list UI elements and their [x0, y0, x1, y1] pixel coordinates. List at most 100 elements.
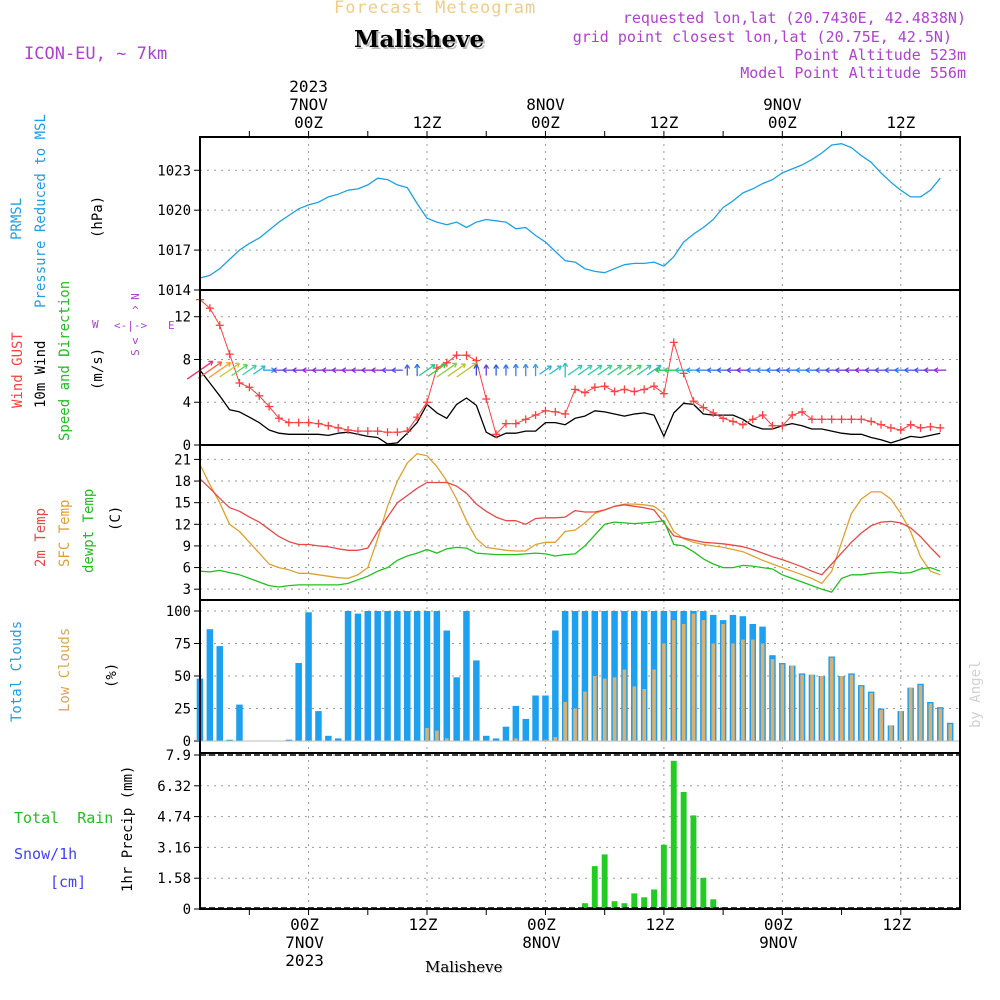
precip-bar — [660, 844, 667, 909]
wind-arrow-head — [312, 367, 317, 374]
wind-arrow-head — [321, 367, 327, 374]
time-label-top: 2023 — [289, 77, 328, 96]
time-label-bottom: 9NOV — [759, 933, 798, 952]
wind-arrow-head — [845, 367, 850, 374]
wind-gust-marker — [353, 427, 362, 436]
wind-arrow-head — [815, 367, 820, 374]
wind-gust-marker — [748, 415, 757, 424]
wind-arrow-shaft — [617, 364, 632, 376]
wind-arrow-head — [894, 367, 899, 374]
precip-bar — [582, 903, 588, 909]
wind-direction-arrow — [414, 363, 421, 377]
compass-up: ^ — [132, 304, 139, 317]
pressure-tick-label: 1023 — [157, 163, 191, 179]
low-clouds-bar — [839, 676, 844, 741]
wind-gust-marker — [294, 418, 303, 427]
wind-arrow-head — [473, 364, 480, 369]
wind-gust-marker — [215, 321, 224, 330]
temp-tick-label: 15 — [174, 496, 191, 512]
location-title: Malisheve — [354, 26, 485, 53]
wind-gust-marker — [344, 426, 353, 435]
gridpoint-coords: grid point closest lon,lat (20.75E, 42.5… — [572, 28, 952, 46]
wind-gust-marker — [452, 351, 461, 360]
total-clouds-bar — [492, 738, 500, 741]
wind-arrow-head — [766, 367, 771, 374]
wind-arrow-head — [805, 367, 811, 374]
wind-direction-arrow — [597, 364, 613, 376]
compass-down: v — [132, 334, 139, 347]
total-clouds-bar — [522, 718, 529, 741]
low-clouds-bar — [879, 709, 883, 741]
wind-gust-marker — [501, 419, 510, 428]
time-label-top: 7NOV — [289, 95, 328, 114]
wind-direction-arrow — [483, 364, 490, 376]
low-clouds-bar — [425, 728, 429, 741]
low-clouds-bar — [859, 686, 864, 741]
wind-arrow-head — [577, 364, 583, 370]
low-clouds-bar — [731, 643, 735, 741]
wind-gust-marker — [906, 420, 915, 429]
time-label-bottom: 8NOV — [522, 933, 561, 952]
time-label-top: 12Z — [886, 113, 915, 132]
pressure-tick-label: 1014 — [157, 283, 191, 299]
wind-gust-marker — [798, 407, 807, 416]
low-clouds-bar — [899, 711, 903, 741]
total-clouds-bar — [443, 630, 450, 741]
precip-tick-label: 3.16 — [157, 840, 191, 856]
footer-location: Malisheve — [425, 958, 503, 976]
low-clouds-bar — [543, 739, 548, 741]
time-label-bottom: 2023 — [285, 951, 324, 970]
model-altitude: Model Point Altitude 556m — [740, 64, 966, 82]
wind-gust-marker — [689, 397, 698, 406]
wind-arrow-head — [217, 361, 223, 367]
total-clouds-bar — [226, 739, 233, 741]
wind-arrow-head — [597, 364, 603, 370]
wind-direction-arrow — [391, 367, 403, 374]
total-clouds-bar — [631, 611, 638, 741]
wind-arrow-head — [674, 367, 680, 374]
wind-arrow-head — [430, 364, 436, 370]
wind-arrow-shaft — [197, 361, 223, 379]
total-clouds-bar — [364, 611, 371, 741]
wind-direction-arrow — [636, 364, 652, 376]
wind-gust-marker — [669, 338, 678, 347]
wind-arrow-head — [512, 363, 519, 369]
low-clouds-bar — [790, 665, 794, 741]
total-clouds-bar — [325, 735, 332, 741]
low-clouds-bar — [622, 669, 627, 741]
wind-gust-marker — [807, 415, 816, 424]
precip-tick-label: 6.32 — [157, 779, 191, 795]
total-clouds-bar — [512, 705, 520, 741]
wind-arrow-shaft — [231, 364, 248, 377]
wind-arrow-head — [835, 367, 840, 374]
wind-arrow-shaft — [587, 364, 603, 376]
precip-bar — [611, 901, 618, 909]
wind-arrow-head — [695, 367, 701, 374]
wind-gust-marker — [580, 388, 589, 397]
panel-frame-pressure — [199, 136, 961, 291]
total-clouds-bar — [571, 611, 579, 741]
wind-gust-marker — [827, 415, 836, 424]
low-clouds-bar — [869, 692, 873, 741]
low-clouds-bar — [928, 703, 933, 741]
low-clouds-bar — [751, 639, 755, 741]
total-clouds-bar — [601, 611, 608, 741]
wind-arrow-head — [656, 364, 662, 370]
wind-arrow-head — [775, 367, 781, 374]
wind-gust-marker — [284, 418, 293, 427]
low-clouds-bar — [908, 687, 913, 741]
wind-gust-marker — [768, 421, 777, 430]
wind-arrow-shaft — [447, 363, 466, 377]
temp-tick-label: 18 — [174, 474, 191, 490]
low-clouds-bar — [553, 737, 558, 741]
rain-label: Total Rain — [14, 809, 114, 827]
precip-bar — [591, 866, 598, 909]
wind-arrow-shaft — [539, 365, 552, 375]
wind-gust-marker — [590, 383, 599, 392]
wind-gust-marker — [334, 423, 343, 432]
total-clouds-bar — [334, 738, 342, 741]
wind-direction-arrow — [427, 363, 447, 377]
low-clouds-bar — [681, 624, 686, 741]
wind-arrow-shaft — [219, 362, 240, 378]
wind-gust-marker — [699, 403, 708, 412]
